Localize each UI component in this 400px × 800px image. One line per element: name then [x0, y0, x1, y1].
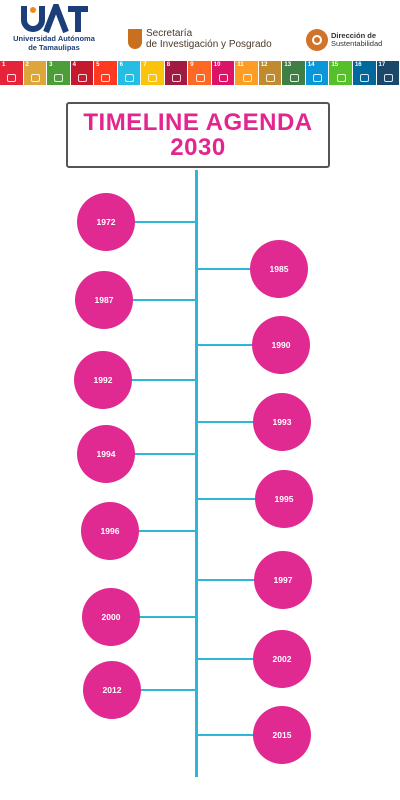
timeline-connector	[196, 498, 257, 500]
timeline-year-2002: 2002	[253, 630, 311, 688]
timeline-year-1992: 1992	[74, 351, 132, 409]
uat-name-line1: Universidad Autónoma	[13, 34, 95, 43]
uat-logo-icon	[21, 4, 88, 34]
timeline-connector	[139, 689, 196, 691]
sdg-goal-15-icon: 15	[329, 61, 352, 85]
timeline-year-2000: 2000	[82, 588, 140, 646]
sdg-goal-6-icon: 6	[117, 61, 141, 85]
timeline-year-1996: 1996	[81, 502, 139, 560]
sdg-goal-1-icon: 1	[0, 61, 23, 85]
title-box: TIMELINE AGENDA 2030	[66, 102, 330, 168]
timeline-connector	[196, 658, 255, 660]
timeline-connector	[196, 579, 256, 581]
timeline-year-1997: 1997	[254, 551, 312, 609]
uat-name-line2: de Tamaulipas	[28, 43, 80, 52]
timeline-connector	[196, 421, 255, 423]
timeline-year-1993: 1993	[253, 393, 311, 451]
sdg-goal-13-icon: 13	[282, 61, 305, 85]
timeline-connector	[196, 734, 255, 736]
sdg-goal-11-icon: 11	[235, 61, 258, 85]
secretaria-icon	[128, 29, 142, 49]
sdg-goal-5-icon: 5	[94, 61, 117, 85]
secretaria-line1: Secretaría	[146, 28, 193, 39]
direccion-line1: Dirección de	[331, 30, 377, 40]
direccion-line2: Sustentabilidad	[331, 39, 383, 48]
sdg-goals-strip: 1 2 3 4 5 6 7 8 9 10 11 12 13 14 15 16 17	[0, 61, 400, 85]
timeline-year-1995: 1995	[255, 470, 313, 528]
sdg-goal-8-icon: 8	[164, 61, 188, 85]
timeline-year-2012: 2012	[83, 661, 141, 719]
timeline-year-1985: 1985	[250, 240, 308, 298]
timeline-year-1994: 1994	[77, 425, 135, 483]
sdg-goal-10-icon: 10	[211, 61, 235, 85]
timeline-connector	[133, 453, 196, 455]
sdg-goal-16-icon: 16	[352, 61, 376, 85]
page-title-line2: 2030	[170, 134, 226, 161]
timeline-connector	[138, 616, 196, 618]
timeline-connector	[196, 268, 252, 270]
uat-name: Universidad Autónoma de Tamaulipas	[4, 34, 104, 52]
timeline-connector	[133, 221, 196, 223]
secretaria-logo: Secretaría de Investigación y Posgrado	[128, 28, 272, 50]
sustentabilidad-logo: Dirección de Sustentabilidad	[306, 29, 382, 51]
sdg-goal-9-icon: 9	[188, 61, 211, 85]
timeline-year-1972: 1972	[77, 193, 135, 251]
timeline-connector	[196, 344, 254, 346]
sdg-goal-14-icon: 14	[305, 61, 329, 85]
sdg-goal-12-icon: 12	[258, 61, 282, 85]
sdg-goal-7-icon: 7	[141, 61, 164, 85]
uat-logo: Universidad Autónoma de Tamaulipas	[4, 4, 114, 52]
timeline-year-2015: 2015	[253, 706, 311, 764]
timeline-connector	[130, 379, 196, 381]
sdg-goal-2-icon: 2	[23, 61, 47, 85]
sdg-goal-4-icon: 4	[70, 61, 94, 85]
page-title-line1: TIMELINE AGENDA	[83, 109, 313, 136]
timeline-year-1987: 1987	[75, 271, 133, 329]
timeline-year-1990: 1990	[252, 316, 310, 374]
secretaria-line2: de Investigación y Posgrado	[146, 39, 272, 50]
sdg-goal-17-icon: 17	[376, 61, 400, 85]
sdg-goal-3-icon: 3	[47, 61, 70, 85]
timeline-connector	[131, 299, 196, 301]
timeline-axis	[195, 170, 198, 777]
timeline-connector	[137, 530, 196, 532]
sustentabilidad-icon	[306, 29, 328, 51]
header: Universidad Autónoma de Tamaulipas Secre…	[0, 0, 400, 90]
